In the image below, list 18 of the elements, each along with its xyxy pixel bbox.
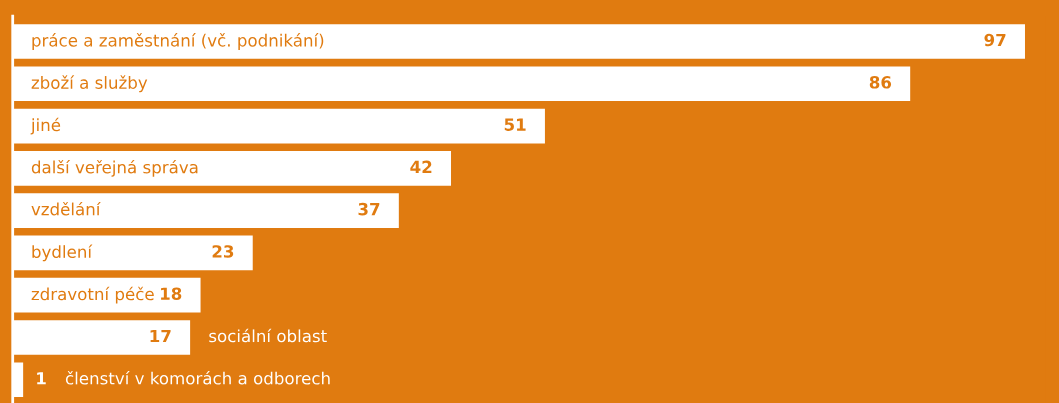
y-tick-label: jiné	[30, 117, 61, 135]
y-tick-label: zdravotní péče	[31, 286, 154, 304]
y-tick-label: zboží a služby	[31, 75, 148, 93]
data-label: 17	[150, 329, 171, 343]
data-label: 23	[212, 245, 234, 258]
y-tick-label: práce a zaměstnání (vč. podnikání)	[32, 33, 324, 50]
data-label: 18	[161, 287, 182, 301]
data-label: 1	[37, 372, 46, 385]
data-label: 51	[504, 118, 526, 131]
y-tick-label: bydlení	[32, 244, 93, 262]
y-tick-label: členství v komorách a odborech	[65, 371, 330, 385]
data-label: 37	[358, 202, 380, 216]
data-label: 97	[984, 33, 1006, 47]
data-label: 42	[410, 160, 432, 173]
data-label: 86	[869, 76, 892, 89]
y-tick-label: vzdělání	[31, 201, 101, 216]
y-tick-label: sociální oblast	[209, 328, 327, 343]
y-tick-label: další veřejná správa	[31, 159, 198, 177]
